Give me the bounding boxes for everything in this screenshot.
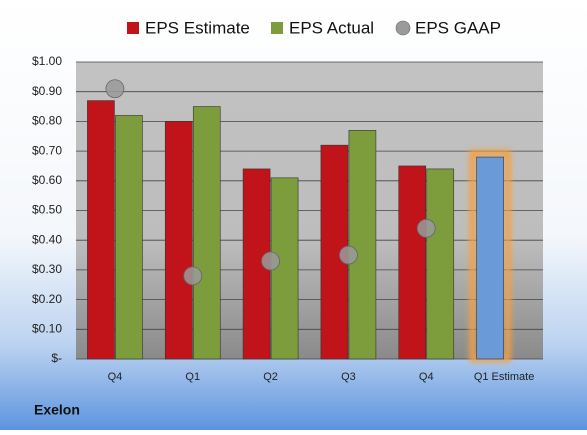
y-tick-label: $0.40 — [32, 232, 62, 246]
x-tick-label: Q2 — [263, 371, 278, 383]
x-tick-label: Q1 — [185, 371, 200, 383]
legend-marker — [271, 22, 283, 34]
footer: Exelon — [34, 402, 80, 418]
legend-marker — [395, 20, 411, 36]
x-tick-label: Q3 — [341, 371, 356, 383]
gaap-point — [183, 266, 203, 286]
gaap-point — [261, 251, 280, 271]
gaap-point — [105, 79, 125, 99]
gaap-point — [339, 245, 358, 265]
x-tick-label: Q4 — [419, 371, 434, 383]
y-tick-label: $1.00 — [32, 54, 62, 68]
bar — [476, 156, 504, 360]
bar — [115, 115, 143, 360]
y-tick-label: $- — [51, 351, 62, 365]
bar — [398, 165, 427, 360]
bar — [87, 100, 115, 360]
legend-label: EPS Estimate — [145, 18, 250, 37]
legend-label: EPS GAAP — [415, 18, 501, 37]
bar — [348, 130, 377, 360]
y-tick-label: $0.80 — [32, 114, 62, 128]
legend-label: EPS Actual — [289, 18, 374, 37]
legend-marker — [127, 22, 139, 34]
bar — [426, 168, 455, 360]
y-tick-label: $0.70 — [32, 143, 62, 157]
x-tick-label: Q1 Estimate — [474, 371, 535, 383]
y-tick-label: $0.30 — [32, 262, 62, 276]
bar — [192, 106, 221, 360]
y-tick-label: $0.60 — [32, 173, 62, 187]
x-tick-label: Q4 — [108, 371, 123, 383]
gaap-point — [416, 218, 436, 238]
y-tick-label: $0.50 — [32, 203, 62, 217]
bar — [164, 121, 193, 360]
y-tick-label: $0.10 — [32, 321, 62, 335]
y-tick-label: $0.20 — [32, 292, 62, 306]
y-tick-label: $0.90 — [32, 84, 62, 98]
